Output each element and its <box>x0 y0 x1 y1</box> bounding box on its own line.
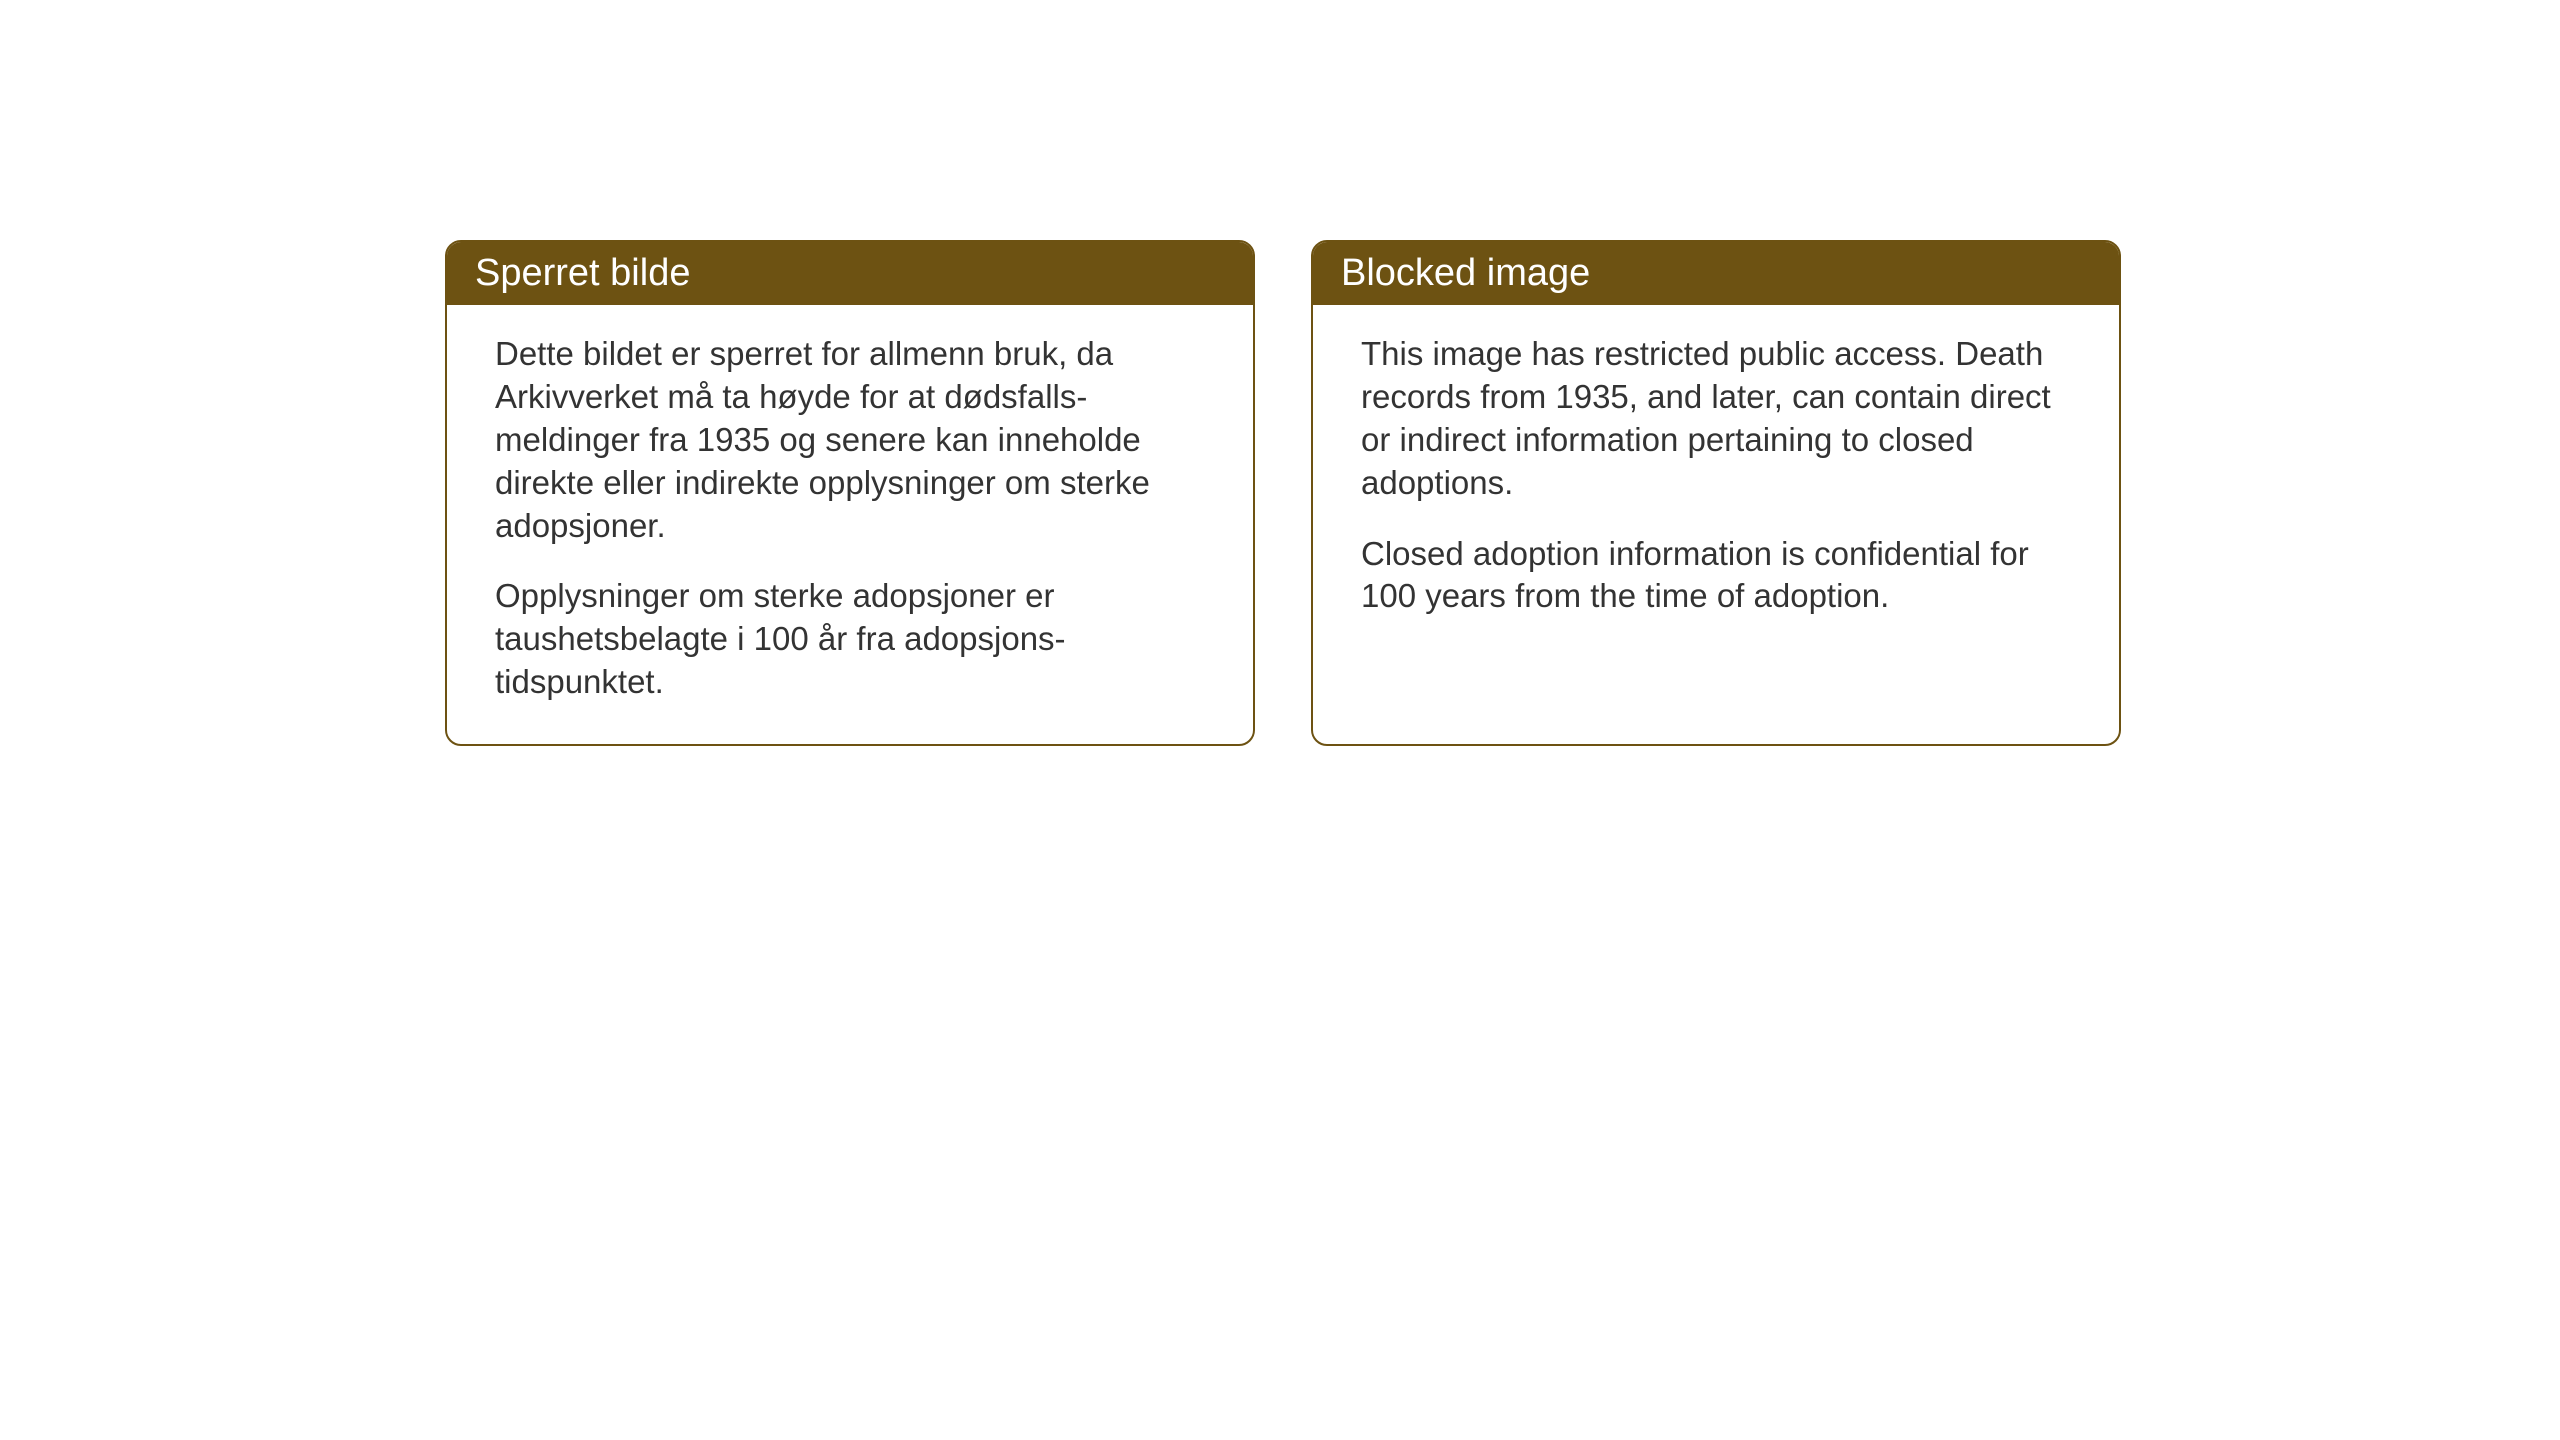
notice-box-english: Blocked image This image has restricted … <box>1311 240 2121 746</box>
notice-title-english: Blocked image <box>1341 252 1590 294</box>
notice-paragraph-2-english: Closed adoption information is confident… <box>1361 533 2071 619</box>
notices-container: Sperret bilde Dette bildet er sperret fo… <box>445 240 2121 746</box>
notice-paragraph-1-english: This image has restricted public access.… <box>1361 333 2071 505</box>
notice-box-norwegian: Sperret bilde Dette bildet er sperret fo… <box>445 240 1255 746</box>
notice-title-norwegian: Sperret bilde <box>475 252 690 294</box>
notice-paragraph-1-norwegian: Dette bildet er sperret for allmenn bruk… <box>495 333 1205 547</box>
notice-header-norwegian: Sperret bilde <box>447 242 1253 305</box>
notice-body-english: This image has restricted public access.… <box>1313 305 2119 658</box>
notice-body-norwegian: Dette bildet er sperret for allmenn bruk… <box>447 305 1253 744</box>
notice-paragraph-2-norwegian: Opplysninger om sterke adopsjoner er tau… <box>495 575 1205 704</box>
notice-header-english: Blocked image <box>1313 242 2119 305</box>
